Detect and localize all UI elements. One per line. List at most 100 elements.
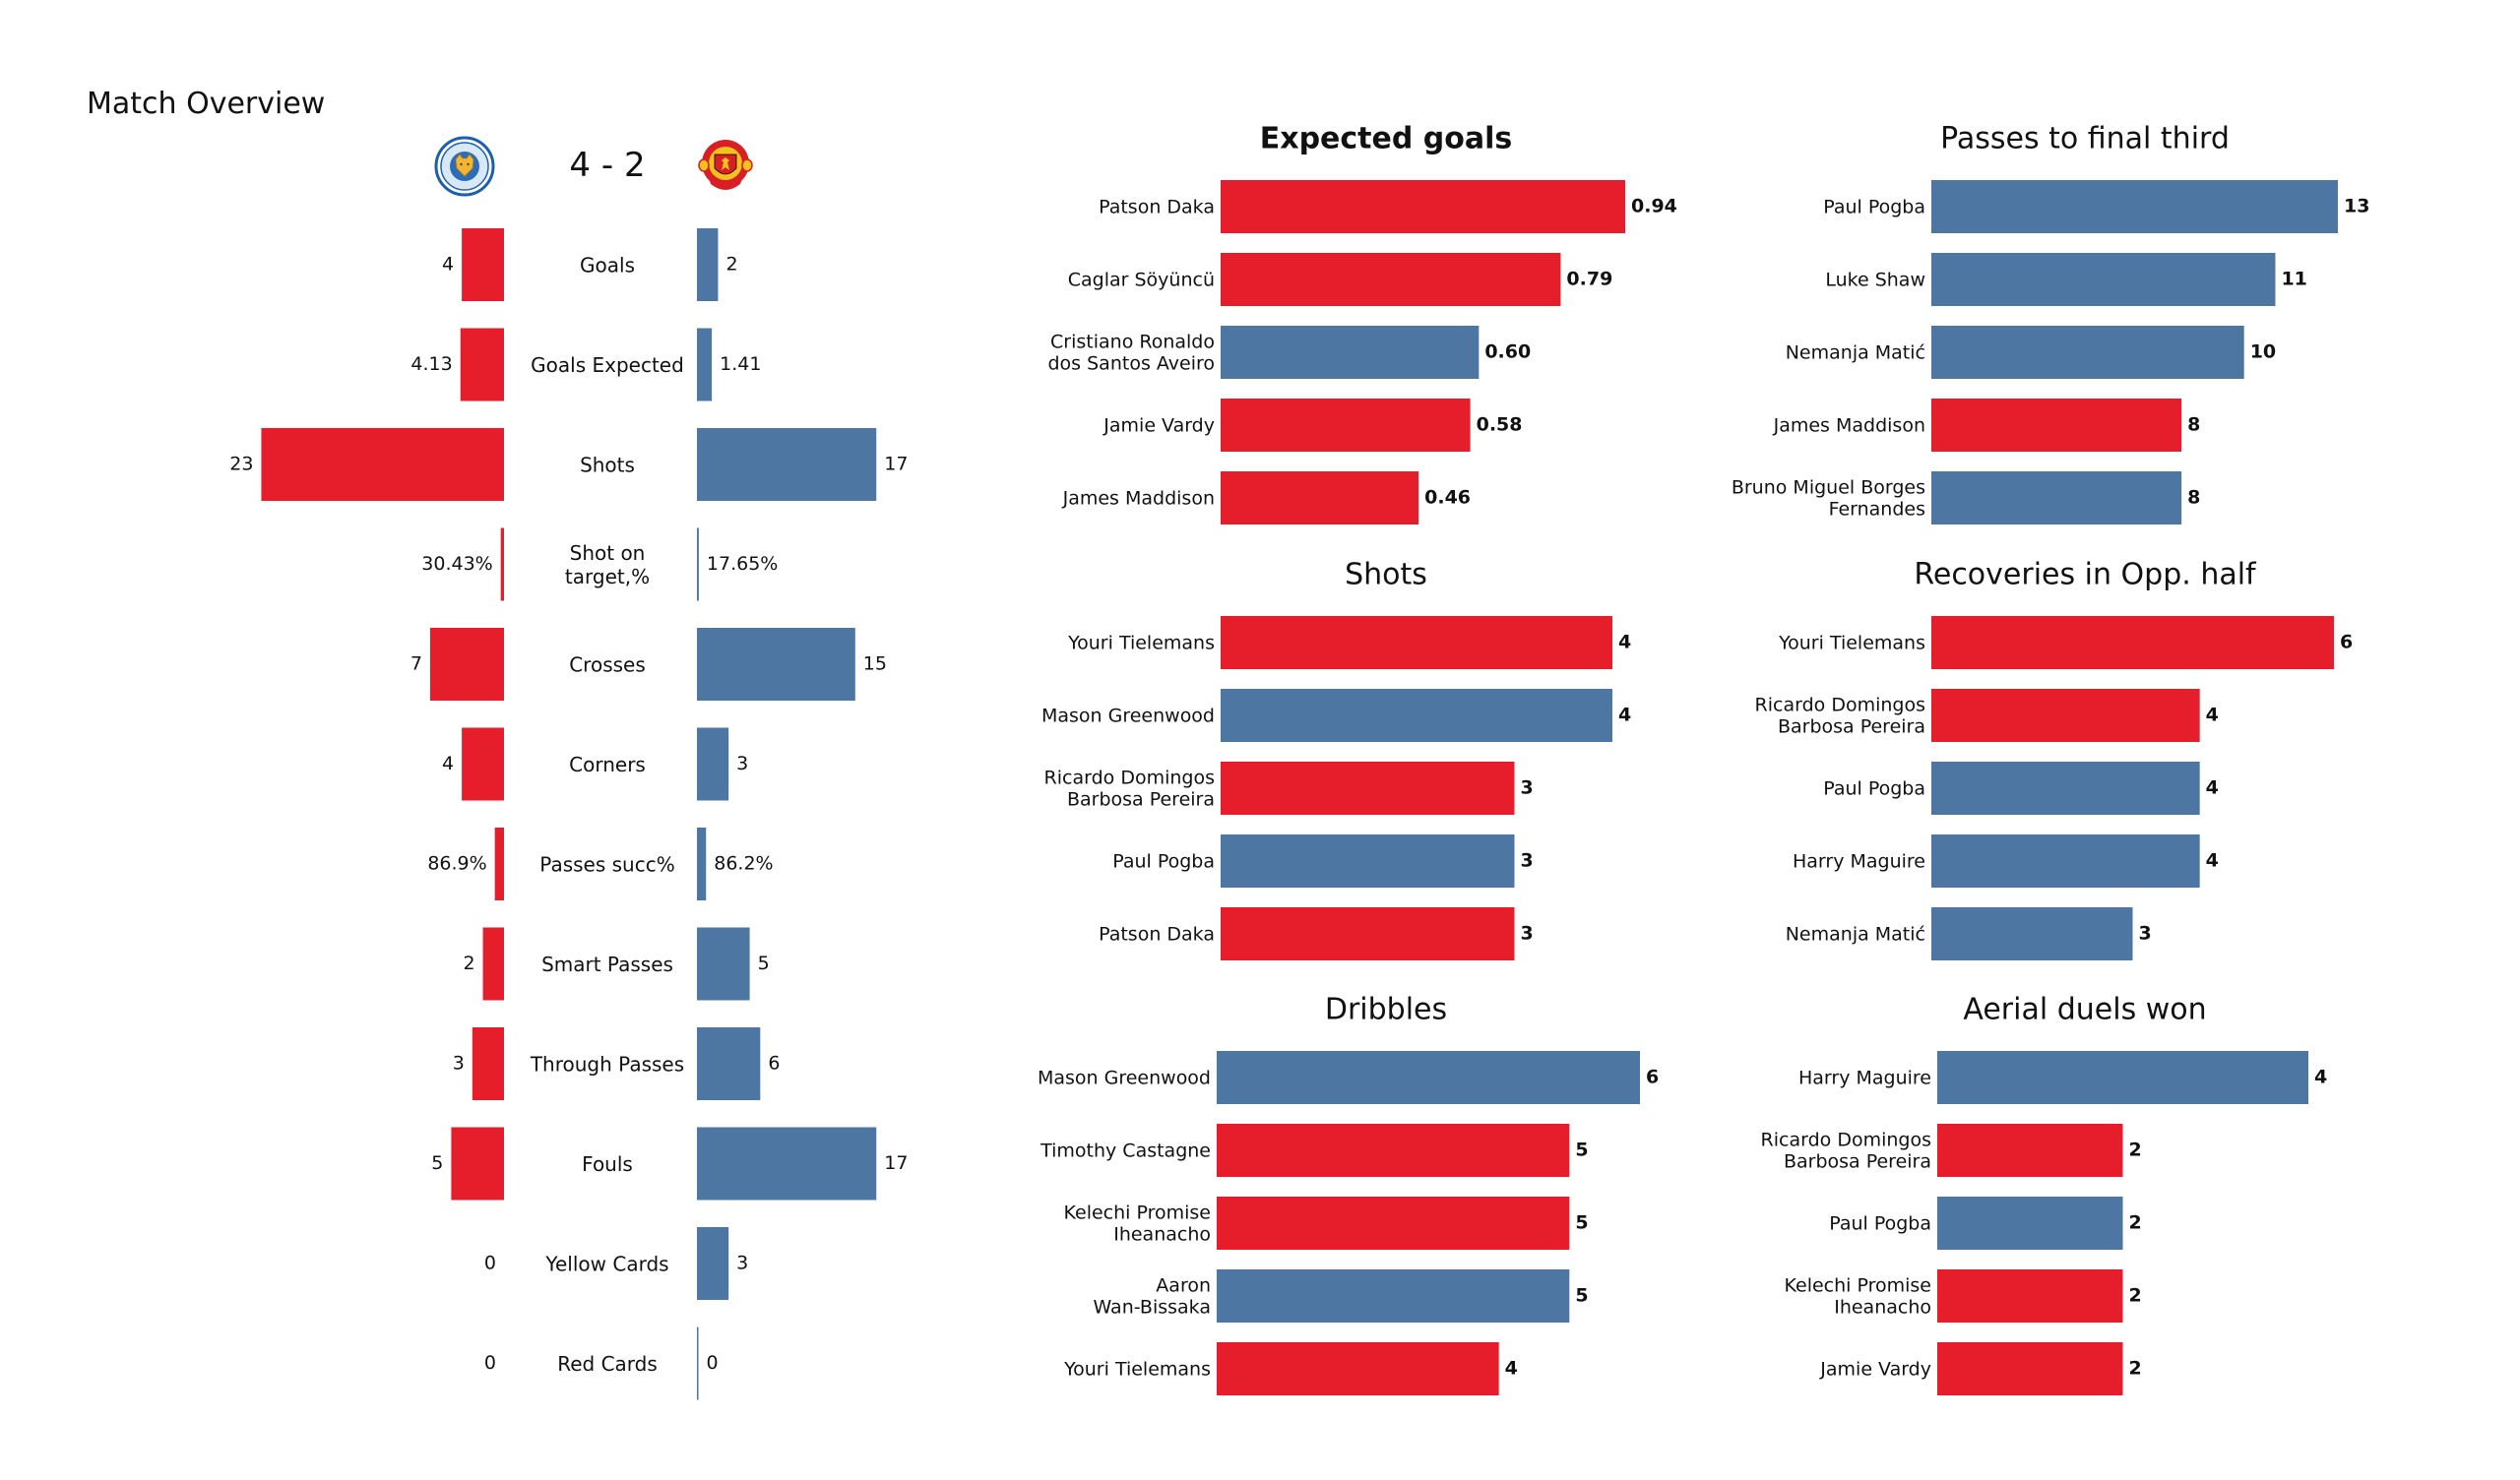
away-bar	[697, 727, 729, 801]
away-value-label: 1.41	[720, 353, 761, 375]
home-value-label: 86.9%	[427, 853, 486, 875]
player-name-label: Youri Tielemans	[1063, 1359, 1211, 1381]
away-value-label: 2	[725, 254, 737, 276]
manchester-united-crest-icon	[695, 135, 756, 196]
overview-row: Goals 4 2	[442, 228, 738, 301]
player-name-label: Paul Pogba	[1823, 778, 1925, 800]
away-value-label: 17	[884, 1152, 908, 1174]
overview-row: Crosses 7 15	[410, 628, 887, 701]
player-name-label: Kelechi Promise Iheanacho	[1064, 1202, 1212, 1246]
player-bar	[1217, 1269, 1570, 1323]
away-value-label: 3	[736, 1253, 748, 1274]
home-bar	[261, 428, 504, 501]
player-name-label: Paul Pogba	[1823, 197, 1925, 218]
overview-row: Shots 23 17	[229, 428, 908, 501]
home-bar	[462, 727, 504, 801]
bar-value-label: 8	[2187, 487, 2200, 509]
overview-row: Passes succ% 86.9% 86.2%	[427, 828, 774, 900]
bar-value-label: 4	[2206, 777, 2219, 799]
player-name-label: Patson Daka	[1099, 197, 1215, 218]
player-name-label: Bruno Miguel Borges Fernandes	[1732, 477, 1925, 521]
bar-value-label: 6	[2340, 632, 2353, 653]
player-name-label: James Maddison	[1773, 415, 1925, 437]
bar-value-label: 4	[2314, 1067, 2327, 1088]
aerial-duels-chart: Aerial duels won Harry Maguire 4 Ricardo Do…	[1761, 993, 2327, 1395]
overview-row: Goals Expected 4.13 1.41	[410, 328, 761, 401]
bar-value-label: 10	[2250, 341, 2276, 363]
home-value-label: 23	[229, 454, 253, 475]
chart-title: Shots	[1345, 558, 1427, 592]
player-bar	[1221, 689, 1612, 742]
player-name-label: Ricardo Domingos Barbosa Pereira	[1755, 695, 1925, 738]
player-name-label: Ricardo Domingos Barbosa Pereira	[1044, 768, 1215, 811]
overview-row: Smart Passes 2 5	[463, 927, 770, 1001]
away-value-label: 0	[707, 1352, 719, 1374]
player-bar	[1931, 762, 2200, 815]
bar-value-label: 2	[2129, 1358, 2142, 1380]
player-bar	[1931, 471, 2182, 524]
match-score: 4 - 2	[569, 146, 646, 185]
player-bar	[1937, 1342, 2123, 1395]
home-value-label: 4	[442, 254, 454, 276]
stat-label: Red Cards	[557, 1352, 658, 1376]
overview-row: Through Passes 3 6	[453, 1027, 780, 1100]
player-name-label: Ricardo Domingos Barbosa Pereira	[1761, 1130, 1931, 1173]
player-name-label: Jamie Vardy	[1102, 415, 1215, 437]
home-bar	[451, 1127, 504, 1201]
player-name-label: Harry Maguire	[1793, 851, 1925, 873]
stat-label: Crosses	[569, 653, 646, 677]
player-bar	[1931, 689, 2200, 742]
player-name-label: Youri Tielemans	[1778, 633, 1925, 654]
away-bar	[697, 1027, 761, 1100]
home-bar	[429, 628, 504, 701]
player-bar	[1931, 180, 2338, 233]
stat-label: Shot on target,%	[565, 541, 650, 588]
away-bar	[697, 628, 855, 701]
stat-label: Fouls	[582, 1152, 633, 1176]
away-value-label: 17	[884, 454, 908, 475]
player-bar	[1217, 1197, 1570, 1250]
away-value-label: 3	[736, 753, 748, 774]
expected-goals-chart: Expected goals Patson Daka 0.94 Caglar Söyü…	[1048, 122, 1677, 524]
bar-value-label: 4	[2206, 705, 2219, 726]
away-value-label: 5	[758, 953, 770, 974]
home-value-label: 30.43%	[421, 553, 492, 575]
stat-label: Through Passes	[530, 1053, 684, 1077]
bar-value-label: 6	[1646, 1067, 1659, 1088]
home-bar	[462, 228, 504, 301]
away-bar	[697, 228, 719, 301]
bar-value-label: 8	[2187, 414, 2200, 436]
bar-value-label: 0.79	[1566, 269, 1612, 290]
passes-final-third-chart: Passes to final third Paul Pogba 13 Luke Sh…	[1732, 122, 2369, 524]
player-name-label: James Maddison	[1062, 488, 1215, 510]
player-bar	[1221, 253, 1561, 306]
stat-label: Goals Expected	[531, 353, 684, 377]
bar-value-label: 2	[2129, 1140, 2142, 1161]
player-bar	[1221, 471, 1419, 524]
bar-value-label: 0.60	[1484, 341, 1531, 363]
chart-title: Aerial duels won	[1963, 993, 2206, 1027]
home-value-label: 4	[442, 753, 454, 774]
stat-label: Yellow Cards	[544, 1253, 668, 1276]
player-name-label: Paul Pogba	[1112, 851, 1215, 873]
bar-value-label: 4	[2206, 850, 2219, 872]
player-bar	[1931, 326, 2244, 379]
away-value-label: 86.2%	[714, 853, 773, 875]
player-bar	[1931, 399, 2182, 452]
bar-value-label: 2	[2129, 1212, 2142, 1234]
player-bar	[1217, 1051, 1640, 1104]
page-title: Match Overview	[87, 87, 326, 121]
player-bar	[1931, 253, 2276, 306]
bar-value-label: 4	[1618, 632, 1631, 653]
bar-value-label: 3	[1521, 850, 1534, 872]
player-name-label: Nemanja Matić	[1786, 924, 1925, 946]
bar-value-label: 2	[2129, 1285, 2142, 1307]
player-name-label: Jamie Vardy	[1819, 1359, 1931, 1381]
overview-row: Shot on target,% 30.43% 17.65%	[421, 527, 778, 601]
player-bar	[1221, 399, 1471, 452]
bar-value-label: 3	[1521, 777, 1534, 799]
overview-row: Red Cards 0 0	[484, 1326, 719, 1400]
player-bar	[1931, 907, 2133, 960]
home-bar	[460, 328, 504, 401]
